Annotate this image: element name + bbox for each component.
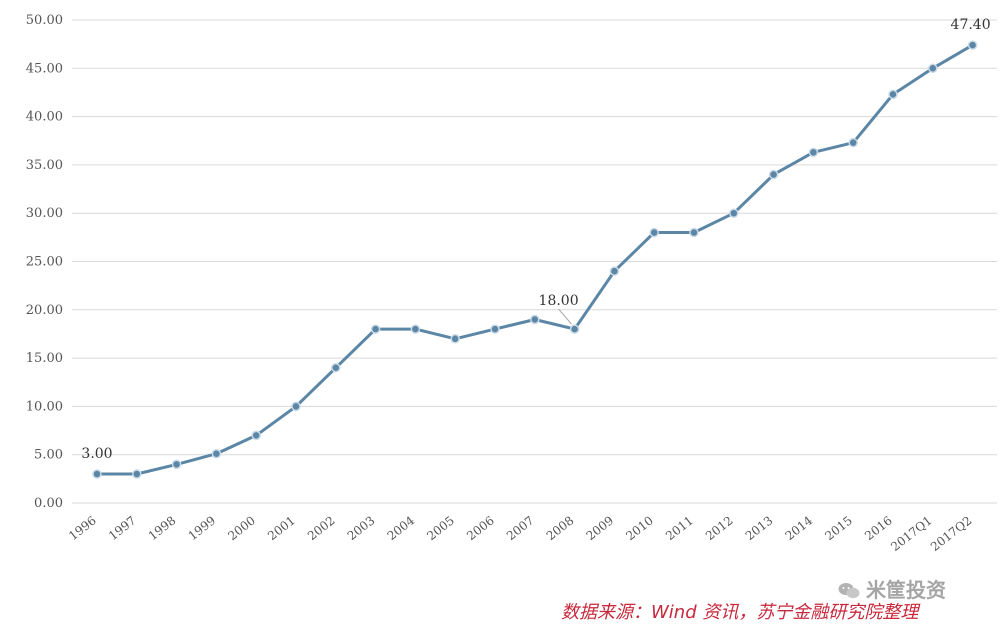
data-point: [450, 334, 460, 344]
x-tick-label: 2005: [424, 513, 457, 543]
y-tick-label: 25.00: [26, 255, 63, 270]
x-tick-label: 2015: [822, 513, 855, 543]
x-tick-label: 2006: [464, 513, 497, 543]
watermark: 米筐投资: [838, 574, 946, 603]
data-label: 18.00: [539, 293, 579, 309]
y-tick-label: 0.00: [34, 496, 63, 511]
data-point: [569, 324, 580, 334]
data-point: [92, 469, 102, 479]
x-tick-label: 1997: [106, 513, 139, 543]
x-tick-label: 2008: [544, 513, 577, 543]
series-line: [97, 43, 974, 476]
data-point: [649, 227, 659, 238]
data-point: [609, 266, 620, 276]
data-points: [92, 40, 978, 479]
y-tick-label: 45.00: [26, 61, 63, 76]
y-tick-label: 10.00: [26, 399, 63, 414]
data-point: [967, 40, 978, 50]
y-tick-label: 50.00: [26, 13, 63, 28]
data-label-leader: [558, 308, 572, 325]
x-tick-label: 2009: [584, 513, 617, 543]
x-axis-ticks: 1996 1997 1998 1999 2000 2001 2002 2003 2004 2005…: [66, 513, 974, 554]
data-point: [689, 227, 699, 238]
x-tick-label: 2001: [265, 513, 298, 543]
x-tick-label: 1999: [186, 513, 219, 543]
x-tick-label: 2016: [862, 513, 895, 543]
data-point: [370, 324, 381, 334]
data-point: [211, 448, 222, 459]
data-point: [768, 169, 779, 180]
gridlines: [72, 19, 997, 504]
data-point: [490, 324, 500, 334]
data-point: [808, 147, 819, 158]
data-label: 3.00: [81, 446, 112, 462]
x-tick-label: 2012: [703, 513, 736, 543]
x-tick-label: 2014: [783, 513, 816, 543]
data-point: [888, 89, 898, 100]
data-point: [928, 63, 938, 74]
x-tick-label: 1996: [66, 513, 99, 543]
wechat-icon: [838, 583, 860, 599]
data-point: [530, 314, 540, 325]
y-axis-ticks: 0.00 5.00 10.00 15.00 20.00 25.00 30.00 35.00 40…: [26, 13, 63, 511]
data-point: [331, 363, 341, 373]
data-point: [291, 401, 301, 412]
data-point: [848, 137, 858, 148]
watermark-text: 米筐投资: [866, 578, 946, 602]
x-tick-label: 2013: [743, 513, 776, 543]
y-tick-label: 5.00: [34, 448, 63, 463]
x-tick-label: 2004: [385, 513, 418, 543]
x-tick-label: 1998: [146, 513, 179, 543]
x-tick-label: 2007: [504, 513, 537, 543]
data-point: [729, 208, 739, 218]
data-point: [171, 459, 182, 470]
x-tick-label: 2017Q2: [928, 513, 974, 554]
x-tick-label: 2000: [225, 513, 258, 543]
x-tick-label: 2010: [623, 513, 656, 543]
data-point: [251, 430, 261, 441]
data-labels: 3.00 18.00 47.40: [81, 17, 990, 462]
y-tick-label: 30.00: [26, 206, 63, 221]
y-tick-label: 40.00: [26, 110, 63, 125]
data-point: [410, 324, 421, 334]
y-tick-label: 35.00: [26, 158, 63, 173]
y-tick-label: 15.00: [26, 351, 63, 366]
x-tick-label: 2003: [345, 513, 378, 543]
x-tick-label: 2002: [305, 513, 338, 543]
x-tick-label: 2011: [663, 513, 696, 543]
data-label: 47.40: [951, 17, 991, 33]
y-tick-label: 20.00: [26, 303, 63, 318]
data-point: [132, 469, 142, 479]
source-note: 数据来源：Wind 资讯，苏宁金融研究院整理: [561, 602, 919, 623]
x-tick-label: 2017Q1: [888, 513, 934, 554]
